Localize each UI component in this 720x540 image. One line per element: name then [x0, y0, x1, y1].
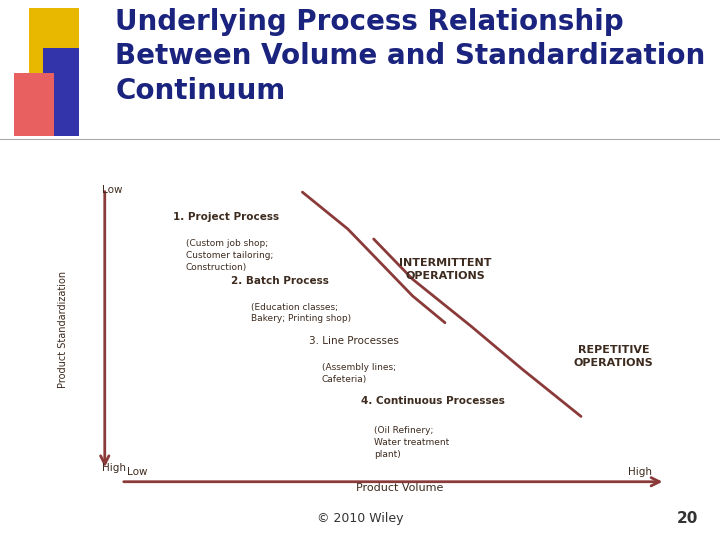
Text: 1. Project Process: 1. Project Process: [173, 212, 279, 222]
Text: © 2010 Wiley: © 2010 Wiley: [317, 512, 403, 525]
Text: Low: Low: [127, 467, 148, 477]
Text: Low: Low: [102, 185, 122, 195]
Text: (Custom job shop;
Customer tailoring;
Construction): (Custom job shop; Customer tailoring; Co…: [186, 239, 273, 272]
Bar: [29, 8, 79, 83]
Text: INTERMITTENT
OPERATIONS: INTERMITTENT OPERATIONS: [399, 258, 491, 281]
Text: Product Volume: Product Volume: [356, 483, 444, 494]
Text: High: High: [102, 463, 125, 474]
Text: REPETITIVE
OPERATIONS: REPETITIVE OPERATIONS: [574, 345, 653, 368]
Bar: [14, 72, 54, 136]
Text: High: High: [629, 467, 652, 477]
Text: (Assembly lines;
Cafeteria): (Assembly lines; Cafeteria): [322, 363, 396, 384]
Text: 3. Line Processes: 3. Line Processes: [309, 336, 399, 346]
Text: (Oil Refinery;
Water treatment
plant): (Oil Refinery; Water treatment plant): [374, 427, 449, 459]
Text: Underlying Process Relationship
Between Volume and Standardization
Continuum: Underlying Process Relationship Between …: [115, 8, 706, 105]
Text: Product Standardization: Product Standardization: [58, 271, 68, 388]
Text: 20: 20: [677, 511, 698, 526]
Text: 2. Batch Process: 2. Batch Process: [231, 276, 329, 286]
Bar: [43, 49, 79, 136]
Text: 4. Continuous Processes: 4. Continuous Processes: [361, 396, 505, 407]
Text: (Education classes;
Bakery; Printing shop): (Education classes; Bakery; Printing sho…: [251, 302, 351, 323]
